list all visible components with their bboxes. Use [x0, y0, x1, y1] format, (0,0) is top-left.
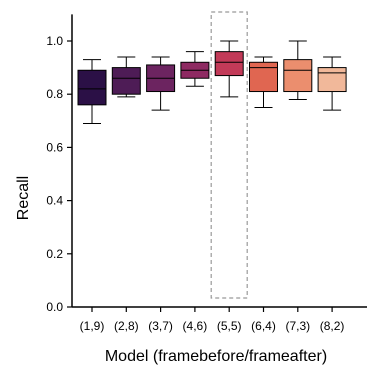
- y-tick-label: 0.4: [46, 194, 63, 208]
- x-tick-label: (8,2): [320, 319, 345, 333]
- box-body: [283, 59, 313, 93]
- box-8: [317, 56, 347, 111]
- y-axis: 0.0 0.2 0.4 0.6 0.8 1.0: [46, 14, 73, 314]
- box-body: [317, 67, 347, 93]
- box-body: [111, 67, 141, 95]
- box-1: [77, 59, 107, 124]
- box-6: [249, 56, 278, 108]
- x-tick-label: (4,6): [183, 319, 208, 333]
- x-axis-label: Model (framebefore/frameafter): [105, 348, 327, 365]
- y-tick-label: 0.2: [46, 247, 63, 261]
- x-tick-label: (5,5): [217, 319, 242, 333]
- box-7: [283, 40, 313, 101]
- box-body: [214, 51, 244, 77]
- x-tick-label: (7,3): [285, 319, 310, 333]
- box-4: [180, 51, 210, 87]
- y-axis-label: Recall: [15, 176, 32, 220]
- y-tick-label: 0.0: [46, 300, 63, 314]
- y-tick-label: 1.0: [46, 34, 63, 48]
- x-tick-label: (3,7): [148, 319, 173, 333]
- x-tick-label: (6,4): [251, 319, 276, 333]
- x-tick-label: (2,8): [114, 319, 139, 333]
- box-2: [111, 56, 141, 98]
- box-body: [77, 69, 107, 106]
- box-body: [249, 61, 278, 93]
- x-axis: (1,9) (2,8) (3,7) (4,6) (5,5) (6,4) (7,3) (8,2): [72, 306, 367, 333]
- highlight: [210, 11, 248, 299]
- box-3: [146, 56, 176, 111]
- boxes: [77, 40, 347, 124]
- highlight-box: [210, 11, 248, 299]
- box-5: [214, 40, 244, 98]
- x-tick-label: (1,9): [80, 319, 105, 333]
- y-tick-label: 0.6: [46, 140, 63, 154]
- y-tick-label: 0.8: [46, 87, 63, 101]
